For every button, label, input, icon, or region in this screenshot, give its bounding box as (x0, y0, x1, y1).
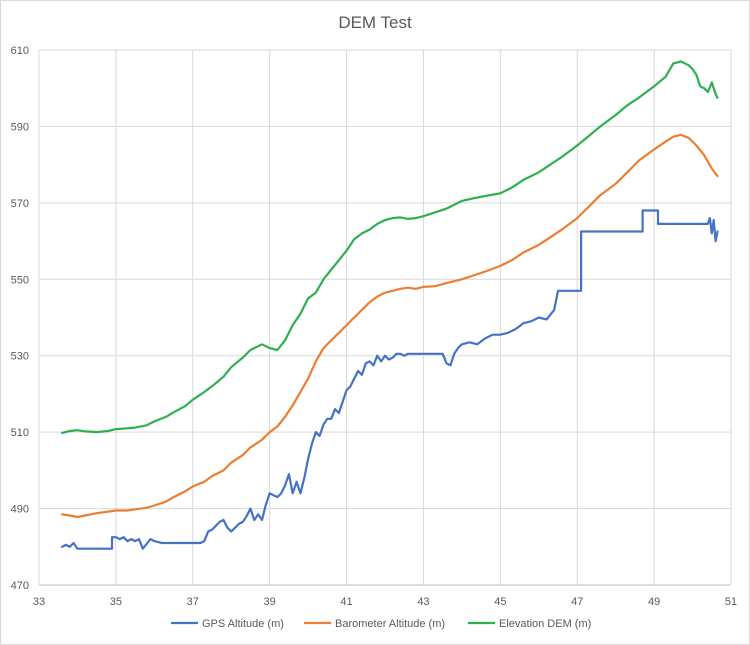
chart-title: DEM Test (338, 13, 412, 32)
x-tick-label: 49 (648, 596, 660, 608)
legend: GPS Altitude (m) Barometer Altitude (m) El… (171, 618, 591, 630)
y-tick-label: 530 (11, 351, 29, 363)
x-tick-label: 45 (494, 596, 506, 608)
series-line-2 (60, 133, 719, 519)
series-line-1 (60, 209, 719, 550)
x-tick-label: 39 (264, 596, 276, 608)
legend-label: GPS Altitude (m) (202, 618, 284, 630)
tick-labels: 470 490 510 530 550 570 590 610 33 35 37 39 41 43 45 47… (11, 45, 737, 608)
gridlines (38, 49, 732, 586)
x-tick-label: 41 (340, 596, 352, 608)
y-tick-label: 610 (11, 45, 29, 57)
x-tick-label: 51 (725, 596, 737, 608)
legend-label: Elevation DEM (m) (499, 618, 591, 630)
y-tick-label: 590 (11, 121, 29, 133)
legend-label: Barometer Altitude (m) (335, 618, 445, 630)
x-tick-label: 37 (187, 596, 199, 608)
y-tick-label: 470 (11, 580, 29, 592)
x-tick-label: 47 (571, 596, 583, 608)
y-tick-label: 490 (11, 504, 29, 516)
series-lines (60, 60, 719, 550)
x-tick-label: 33 (33, 596, 45, 608)
x-tick-label: 35 (110, 596, 122, 608)
series-line-3 (60, 60, 719, 434)
y-tick-label: 570 (11, 198, 29, 210)
y-tick-label: 550 (11, 274, 29, 286)
y-tick-label: 510 (11, 427, 29, 439)
x-tick-label: 43 (417, 596, 429, 608)
